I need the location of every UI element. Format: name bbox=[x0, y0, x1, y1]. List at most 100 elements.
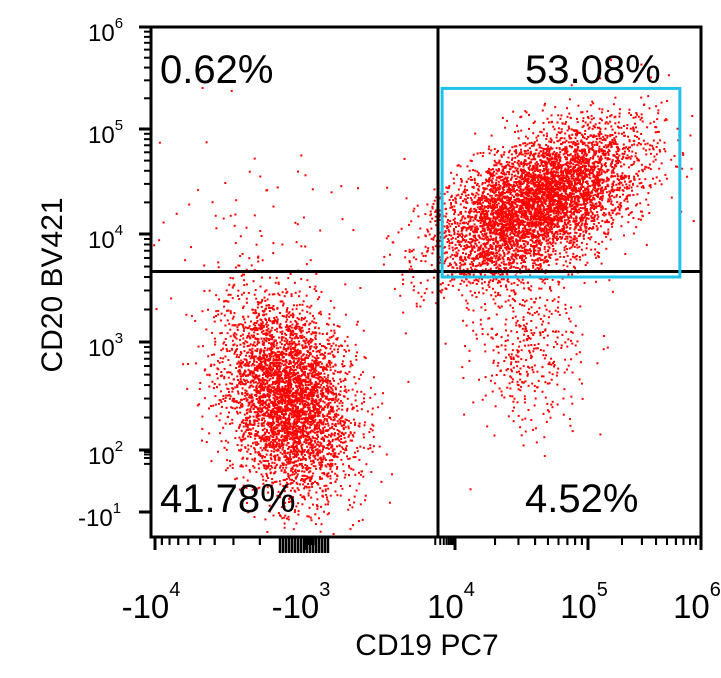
event-dot bbox=[297, 406, 299, 409]
event-dot bbox=[356, 409, 359, 412]
event-dot bbox=[280, 372, 283, 375]
event-dot bbox=[287, 515, 290, 518]
event-dot bbox=[253, 389, 256, 392]
event-dot bbox=[272, 429, 275, 432]
event-dot bbox=[307, 384, 310, 386]
event-dot bbox=[248, 360, 251, 363]
event-dot bbox=[256, 411, 259, 414]
event-dot bbox=[232, 333, 235, 336]
event-dot bbox=[219, 357, 222, 360]
event-dot bbox=[309, 351, 312, 354]
event-dot bbox=[300, 450, 303, 453]
event-dot bbox=[290, 350, 293, 353]
event-dot bbox=[322, 353, 325, 356]
event-dot bbox=[268, 364, 271, 367]
event-dot bbox=[274, 410, 277, 413]
event-dot bbox=[292, 357, 295, 360]
event-dot bbox=[260, 438, 263, 441]
event-dot bbox=[320, 457, 322, 460]
event-dot bbox=[245, 397, 248, 400]
event-dot bbox=[321, 408, 324, 411]
event-dot bbox=[291, 426, 294, 429]
event-dot bbox=[294, 396, 297, 399]
event-dot bbox=[262, 354, 264, 357]
event-dot bbox=[305, 354, 308, 356]
event-dot bbox=[304, 391, 307, 393]
event-dot bbox=[256, 432, 259, 435]
event-dot bbox=[330, 444, 333, 447]
event-dot bbox=[364, 357, 367, 360]
event-dot bbox=[286, 290, 289, 293]
event-dot bbox=[280, 326, 283, 329]
event-dot bbox=[291, 471, 294, 474]
event-dot bbox=[298, 385, 300, 388]
event-dot bbox=[323, 440, 325, 442]
event-dot bbox=[313, 331, 316, 334]
event-dot bbox=[568, 247, 571, 250]
event-dot bbox=[328, 336, 331, 339]
event-dot bbox=[563, 152, 566, 155]
event-dot bbox=[256, 343, 259, 346]
event-dot bbox=[253, 369, 256, 371]
event-dot bbox=[275, 371, 278, 374]
event-dot bbox=[354, 399, 357, 402]
event-dot bbox=[306, 341, 309, 344]
event-dot bbox=[327, 361, 330, 364]
event-dot bbox=[593, 198, 596, 201]
event-dot bbox=[322, 392, 324, 395]
event-dot bbox=[308, 420, 311, 423]
event-dot bbox=[261, 357, 264, 360]
event-dot bbox=[298, 295, 300, 298]
event-dot bbox=[308, 486, 310, 489]
event-dot bbox=[335, 344, 338, 347]
event-dot bbox=[312, 417, 315, 419]
event-dot bbox=[342, 420, 345, 423]
event-dot bbox=[233, 332, 236, 335]
event-dot bbox=[295, 357, 298, 360]
event-dot bbox=[443, 262, 446, 265]
event-dot bbox=[266, 486, 269, 489]
event-dot bbox=[245, 268, 248, 271]
event-dot bbox=[363, 424, 366, 427]
event-dot bbox=[329, 405, 332, 408]
event-dot bbox=[309, 347, 312, 350]
event-dot bbox=[237, 264, 240, 267]
event-dot bbox=[282, 464, 285, 466]
event-dot bbox=[289, 461, 291, 464]
event-dot bbox=[333, 453, 336, 456]
event-dot bbox=[249, 428, 252, 431]
event-dot bbox=[294, 346, 297, 349]
event-dot bbox=[303, 479, 306, 482]
event-dot bbox=[259, 440, 262, 443]
event-dot bbox=[289, 403, 291, 406]
event-dot bbox=[285, 418, 288, 421]
event-dot bbox=[248, 344, 251, 347]
event-dot bbox=[273, 462, 276, 465]
event-dot bbox=[321, 377, 324, 380]
event-dot bbox=[208, 432, 211, 435]
event-dot bbox=[229, 312, 232, 315]
event-dot bbox=[294, 408, 297, 411]
event-dot bbox=[334, 432, 336, 435]
event-dot bbox=[283, 381, 286, 384]
event-dot bbox=[213, 382, 216, 385]
event-dot bbox=[586, 182, 589, 185]
event-dot bbox=[263, 386, 266, 389]
event-dot bbox=[260, 387, 263, 390]
event-dot bbox=[293, 460, 296, 463]
event-dot bbox=[279, 409, 282, 412]
event-dot bbox=[217, 266, 220, 269]
event-dot bbox=[296, 475, 298, 478]
event-dot bbox=[251, 488, 254, 491]
event-dot bbox=[320, 290, 323, 293]
event-dot bbox=[236, 410, 238, 413]
event-dot bbox=[257, 256, 260, 259]
event-dot bbox=[295, 430, 297, 433]
event-dot bbox=[301, 398, 304, 401]
event-dot bbox=[285, 425, 288, 428]
event-dot bbox=[265, 379, 268, 382]
event-dot bbox=[491, 181, 494, 184]
event-dot bbox=[332, 450, 335, 453]
event-dot bbox=[277, 402, 280, 405]
event-dot bbox=[305, 387, 308, 390]
